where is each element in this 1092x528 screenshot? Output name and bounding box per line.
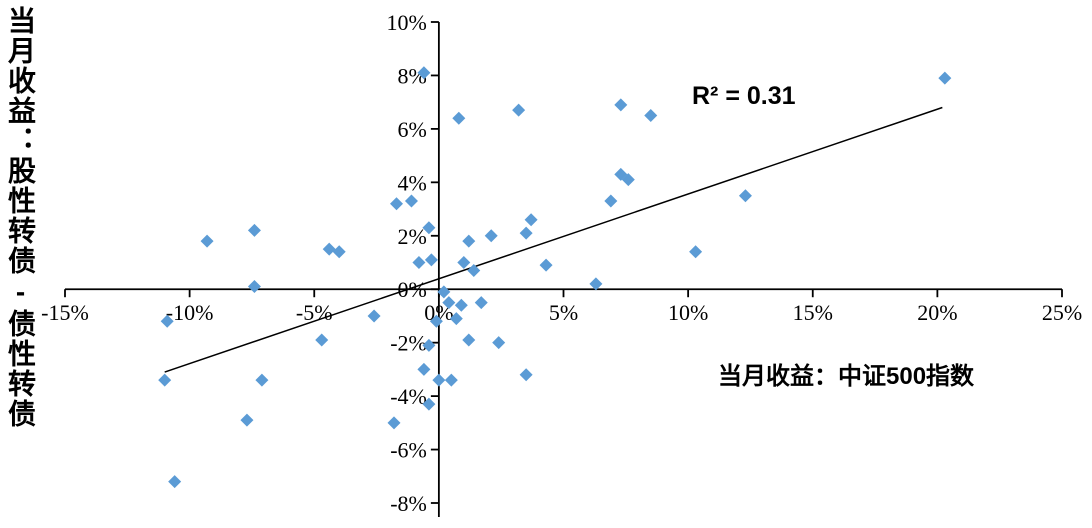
data-point-marker (429, 314, 443, 328)
x-tick-label: -10% (166, 300, 214, 325)
y-tick-label: 2% (398, 224, 427, 249)
x-tick-label: 15% (793, 300, 833, 325)
data-point-marker (240, 413, 254, 427)
data-point-marker (614, 98, 628, 112)
y-tick-label: 4% (398, 170, 427, 195)
x-tick-label: 20% (917, 300, 957, 325)
y-tick-label: 6% (398, 117, 427, 142)
x-tick-label: 10% (668, 300, 708, 325)
data-point-marker (417, 66, 431, 80)
x-tick-label: 5% (549, 300, 578, 325)
data-point-marker (738, 189, 752, 203)
data-point-marker (462, 234, 476, 248)
data-point-marker (519, 368, 533, 382)
data-point-marker (644, 109, 658, 123)
data-point-marker (444, 373, 458, 387)
data-point-marker (247, 223, 261, 237)
data-point-marker (160, 314, 174, 328)
data-point-marker (315, 333, 329, 347)
data-point-marker (519, 226, 533, 240)
x-axis-title: 当月收益：中证500指数 (718, 363, 975, 390)
data-point-marker (484, 229, 498, 243)
data-point-marker (938, 71, 952, 85)
data-point-marker (422, 338, 436, 352)
data-point-marker (412, 256, 426, 269)
data-point-marker (449, 312, 463, 326)
r-squared-annotation: R² = 0.31 (692, 82, 796, 110)
data-point-marker (424, 253, 438, 267)
trend-line (164, 106, 943, 373)
data-point-marker (387, 416, 401, 430)
y-tick-label: -6% (390, 438, 427, 463)
y-tick-label: -4% (390, 384, 427, 409)
data-point-marker (390, 197, 404, 211)
data-point-marker (524, 213, 538, 227)
data-point-marker (417, 362, 431, 376)
x-tick-label: -15% (41, 300, 89, 325)
data-point-marker (442, 296, 456, 310)
data-point-marker (422, 221, 436, 235)
data-point-marker (454, 298, 468, 312)
data-point-marker (322, 242, 336, 256)
data-point-marker (492, 336, 506, 350)
y-tick-label: -2% (390, 331, 427, 356)
data-point-marker (589, 277, 603, 291)
data-point-marker (158, 373, 172, 387)
data-point-marker (332, 245, 346, 259)
data-point-marker (200, 234, 214, 248)
x-tick-label: 25% (1042, 300, 1082, 325)
data-point-marker (168, 475, 182, 489)
data-point-marker (621, 173, 635, 187)
data-point-marker (452, 111, 466, 125)
data-point-marker (689, 245, 703, 259)
data-point-marker (512, 103, 526, 117)
data-point-marker (467, 264, 481, 278)
data-point-marker (474, 296, 488, 310)
data-point-marker (437, 285, 451, 299)
y-tick-label: 0% (398, 277, 427, 302)
data-point-marker (462, 333, 476, 347)
data-point-marker (404, 194, 418, 208)
y-axis-title: 当月收益：股性转债-债性转债 (5, 6, 36, 429)
data-point-marker (457, 256, 471, 269)
data-point-marker (367, 309, 381, 323)
data-point-marker (247, 280, 261, 294)
data-point-marker (539, 258, 553, 272)
data-point-marker (432, 373, 446, 387)
data-point-marker (422, 397, 436, 411)
data-point-marker (604, 194, 618, 208)
y-tick-label: -8% (390, 491, 427, 516)
data-point-marker (255, 373, 269, 387)
y-tick-label: 10% (387, 10, 427, 35)
